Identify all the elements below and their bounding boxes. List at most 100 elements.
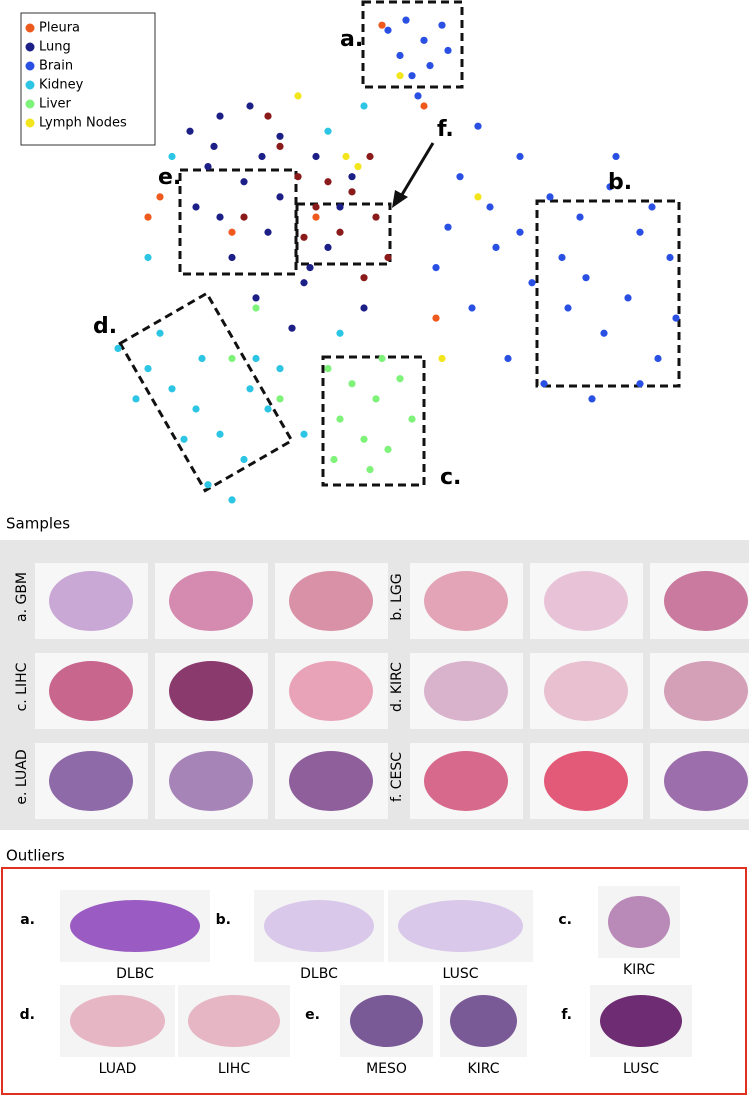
point (264, 405, 272, 413)
sample-label: a. GBM (14, 572, 30, 622)
outlier-label: d. (20, 1007, 35, 1023)
region-box (321, 355, 426, 487)
point (360, 274, 368, 282)
outlier-label: c. (558, 912, 572, 928)
point (144, 213, 152, 221)
point (330, 455, 338, 464)
point (288, 324, 296, 332)
point (378, 354, 386, 363)
point (504, 354, 512, 363)
point (438, 354, 446, 363)
slide-tissue (424, 571, 508, 631)
point (384, 26, 392, 34)
point (276, 365, 284, 373)
point (228, 354, 236, 363)
legend-marker (25, 118, 35, 128)
slide-tissue (350, 995, 423, 1047)
arrow (398, 142, 435, 199)
point (324, 365, 332, 373)
point (240, 178, 248, 186)
point (474, 122, 482, 130)
outlier-caption: LUSC (623, 1061, 659, 1077)
slide-tissue (169, 751, 253, 811)
legend-marker (25, 61, 35, 71)
point (300, 430, 308, 438)
outlier-caption: LIHC (218, 1061, 250, 1077)
outlier-label: b. (216, 912, 231, 928)
point (372, 213, 380, 221)
point (360, 304, 368, 312)
slide-tissue (424, 751, 508, 811)
point (216, 112, 224, 120)
outlier-caption: LUAD (99, 1061, 137, 1077)
point (366, 466, 374, 474)
point (384, 253, 392, 262)
sample-label: d. KIRC (389, 662, 405, 712)
point (456, 173, 464, 181)
point (300, 279, 308, 287)
point (516, 152, 524, 161)
region-label: d. (93, 314, 117, 339)
point (348, 380, 356, 388)
sample-label: c. LIHC (14, 662, 30, 711)
point (636, 380, 644, 388)
point (324, 243, 332, 251)
point (558, 253, 566, 262)
point (636, 228, 644, 236)
point (408, 72, 416, 80)
point (408, 415, 416, 423)
point (180, 435, 188, 443)
point (306, 264, 314, 272)
point (468, 304, 476, 312)
slide-tissue (600, 995, 682, 1047)
point (258, 152, 266, 161)
point (336, 329, 344, 337)
slide-tissue (169, 571, 253, 631)
slide-tissue (289, 571, 373, 631)
legend-label: Lung (39, 40, 71, 55)
point (204, 163, 212, 171)
point (672, 314, 680, 322)
slide-tissue (544, 751, 628, 811)
region-label: c. (440, 465, 461, 490)
slide-tissue (664, 661, 748, 721)
point (612, 152, 620, 161)
point (312, 203, 320, 211)
outlier-caption: DLBC (300, 966, 338, 982)
point (396, 375, 404, 383)
point (252, 294, 260, 302)
region-box (535, 199, 681, 388)
point (444, 223, 452, 231)
point (276, 395, 284, 403)
slide-tissue (544, 661, 628, 721)
point (228, 253, 236, 262)
slide-tissue (289, 751, 373, 811)
point (168, 152, 176, 161)
point (516, 228, 524, 236)
point (198, 354, 206, 363)
legend-marker (25, 42, 35, 52)
point (606, 183, 614, 191)
point (576, 213, 584, 221)
region-box (361, 0, 464, 89)
outlier-label: a. (20, 912, 35, 928)
point (432, 314, 440, 322)
point (216, 430, 224, 438)
point (210, 142, 218, 150)
slide-tissue (398, 900, 523, 952)
region-label: a. (340, 27, 363, 52)
region-label: f. (437, 117, 454, 142)
point (564, 304, 572, 312)
point (312, 213, 320, 221)
point (396, 72, 404, 80)
point (312, 152, 320, 161)
point (354, 163, 362, 171)
point (648, 203, 656, 211)
point (264, 112, 272, 120)
point (114, 344, 122, 352)
legend-label: Brain (39, 59, 73, 74)
point (228, 228, 236, 236)
slide-tissue (169, 661, 253, 721)
sample-label: f. CESC (389, 752, 405, 802)
